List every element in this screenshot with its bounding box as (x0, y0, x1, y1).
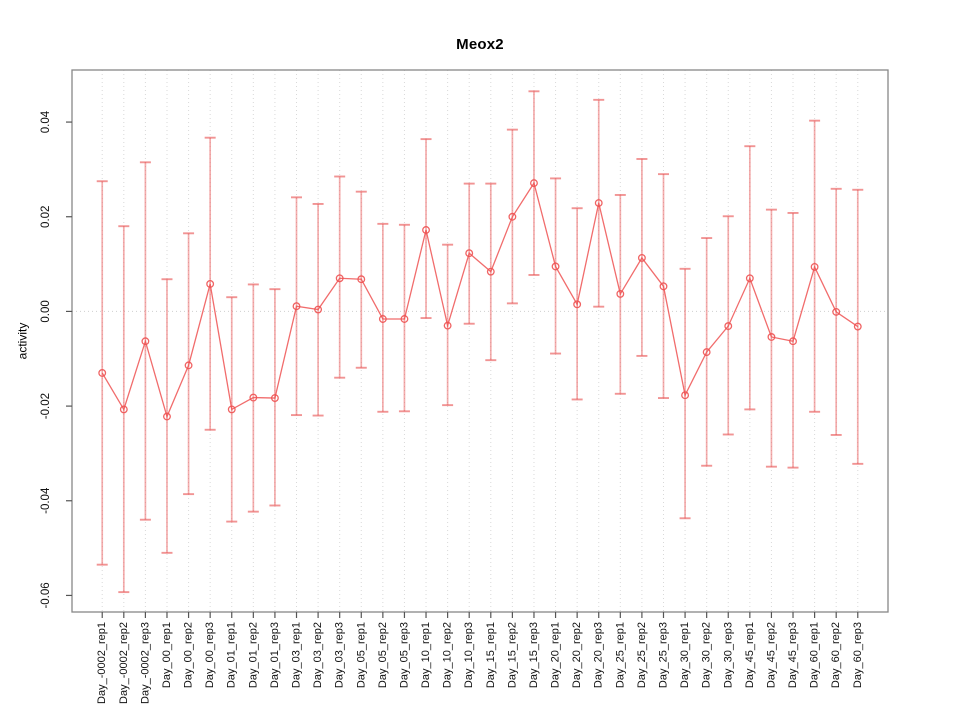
y-tick-label: -0.06 (40, 582, 52, 608)
x-tick-label: Day_60_rep1 (809, 622, 821, 688)
data-point (422, 226, 430, 234)
data-point (810, 262, 819, 271)
data-point (357, 275, 366, 284)
x-tick-label: Day_45_rep1 (744, 622, 756, 688)
y-tick-label: -0.04 (40, 487, 52, 514)
data-point (314, 305, 323, 314)
x-tick-label: Day_-0002_rep2 (118, 622, 130, 704)
x-tick-label: Day_10_rep1 (420, 622, 432, 688)
plot-border (71, 69, 889, 613)
y-tick-label: 0.00 (40, 300, 52, 322)
x-tick-label: Day_10_rep3 (463, 622, 475, 688)
data-point (249, 393, 258, 402)
x-tick-label: Day_15_rep3 (528, 622, 540, 688)
x-tick-label: Day_00_rep2 (183, 622, 195, 688)
x-tick-label: Day_20_rep3 (593, 622, 605, 688)
y-axis: 0.04 0.02 0.00 -0.02 -0.04 -0.06 (40, 110, 72, 609)
x-tick-label: Day_-0002_rep1 (96, 622, 108, 704)
data-point (292, 302, 301, 311)
x-tick-label: Day_20_rep2 (571, 622, 583, 688)
gridlines (101, 70, 859, 612)
data-point (163, 412, 171, 421)
data-point (184, 361, 193, 370)
data-point (530, 179, 538, 188)
x-tick-label: Day_30_rep1 (679, 622, 691, 688)
data-point (745, 274, 754, 283)
data-point (270, 394, 279, 402)
x-tick-label: Day_05_rep2 (377, 622, 389, 688)
data-point (681, 391, 690, 400)
data-point (659, 282, 668, 291)
y-tick-label: 0.02 (40, 206, 52, 228)
x-tick-label: Day_00_rep1 (161, 622, 173, 688)
data-point (400, 315, 409, 323)
data-point (465, 249, 474, 258)
x-tick-label: Day_01_rep2 (247, 622, 259, 688)
x-tick-label: Day_03_rep2 (312, 622, 324, 688)
x-tick-label: Day_01_rep3 (269, 622, 281, 688)
data-point (378, 315, 387, 323)
x-tick-label: Day_25_rep3 (657, 622, 669, 688)
x-tick-label: Day_15_rep2 (506, 622, 518, 688)
data-point (551, 262, 560, 271)
x-tick-label: Day_05_rep1 (355, 622, 367, 688)
data-point (206, 280, 215, 288)
y-tick-label: 0.04 (40, 110, 52, 133)
data-point (227, 405, 236, 414)
y-tick-label: -0.02 (40, 393, 52, 419)
data-point (98, 369, 107, 377)
x-tick-label: Day_-0002_rep3 (139, 622, 151, 704)
data-point (335, 274, 344, 283)
data-point (141, 337, 150, 346)
error-bars (96, 90, 864, 594)
x-tick-label: Day_01_rep1 (226, 622, 238, 688)
x-tick-label: Day_30_rep3 (722, 622, 734, 688)
data-point (594, 199, 603, 207)
data-point (789, 337, 797, 346)
data-point (486, 267, 495, 276)
x-tick-label: Day_00_rep3 (204, 622, 216, 688)
x-tick-label: Day_60_rep3 (852, 622, 864, 688)
data-point (119, 405, 128, 414)
x-tick-label: Day_45_rep3 (787, 622, 799, 688)
data-point (832, 307, 841, 316)
series-line (101, 181, 859, 419)
data-point (853, 322, 862, 331)
data-point (508, 212, 517, 221)
x-tick-label: Day_10_rep2 (442, 622, 454, 688)
data-point (767, 333, 776, 341)
x-tick-label: Day_60_rep2 (830, 622, 842, 688)
x-tick-label: Day_25_rep1 (614, 622, 626, 688)
x-tick-label: Day_03_rep1 (291, 622, 303, 688)
x-tick-label: Day_25_rep2 (636, 622, 648, 688)
data-point (702, 348, 711, 357)
x-tick-label: Day_20_rep1 (550, 622, 562, 688)
data-point (724, 322, 733, 331)
x-tick-label: Day_45_rep2 (765, 622, 777, 688)
data-point (573, 300, 582, 309)
x-tick-label: Day_03_rep3 (334, 622, 346, 688)
x-tick-label: Day_05_rep3 (398, 622, 410, 688)
data-point (616, 289, 625, 298)
x-tick-label: Day_15_rep1 (485, 622, 497, 688)
data-points (98, 179, 862, 421)
data-point (443, 321, 452, 330)
chart-title: Meox2 (456, 36, 504, 53)
x-tick-label: Day_30_rep2 (701, 622, 713, 688)
y-axis-title-text: activity (15, 322, 29, 360)
x-axis: Day_-0002_rep1 Day_-0002_rep2 Day_-0002_re… (96, 612, 864, 704)
y-axis-title: activity (2, 70, 42, 612)
data-point (637, 253, 646, 262)
